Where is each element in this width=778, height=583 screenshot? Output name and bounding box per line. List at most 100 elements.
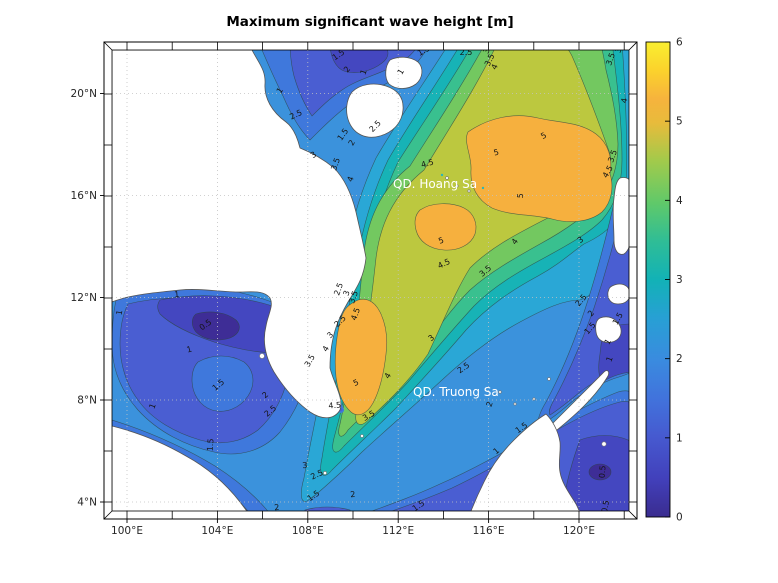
contour-label: 5 xyxy=(352,378,360,388)
contour-label: 2.5 xyxy=(332,282,345,297)
contour-label: 5 xyxy=(539,131,548,141)
x-tick-label: 120°E xyxy=(563,525,595,537)
frame-inner xyxy=(111,49,630,512)
map-frame xyxy=(100,41,638,523)
land-indochina-china xyxy=(112,50,367,419)
land-borneo xyxy=(470,413,580,511)
island-natuna xyxy=(323,471,327,475)
x-axis-tick-labels: 100°E 104°E 108°E 112°E 116°E 120°E xyxy=(111,525,595,537)
contour-label: 1 xyxy=(605,355,615,363)
frame-corner xyxy=(628,41,638,51)
contour-label: 3 xyxy=(576,235,585,245)
land-malay-peninsula xyxy=(112,425,248,511)
y-tick-label: 12°N xyxy=(71,292,97,304)
gulf-thailand-lens-1p5 xyxy=(191,355,254,412)
colorbar-tick-label: 3 xyxy=(676,274,683,286)
x-tick-label: 108°E xyxy=(292,525,324,537)
colorbar-tick-label: 4 xyxy=(676,195,683,207)
colorbar-ticks xyxy=(665,41,670,518)
contour-label: 4.5 xyxy=(420,158,435,170)
land-luzon xyxy=(612,177,629,255)
contour-label: 3 xyxy=(302,461,308,470)
contour-label: 4 xyxy=(490,63,500,71)
contour-label: 2 xyxy=(485,400,495,408)
place-label: QD. Hoang Sa xyxy=(393,177,477,191)
contour-label: 3 xyxy=(482,47,492,55)
frame-corner xyxy=(103,510,113,520)
contour-label: 3.5 xyxy=(329,157,342,172)
contour-label: 0.5 xyxy=(597,465,607,478)
contour-label: 3.5 xyxy=(606,149,619,164)
contour-label: 2 xyxy=(261,390,271,400)
contour-label: 3.5 xyxy=(604,52,617,67)
contour-label: 2 xyxy=(342,65,352,75)
island-paracel-2 xyxy=(455,184,459,188)
contour-label: 1 xyxy=(275,86,285,95)
contour-label: 5 xyxy=(437,236,445,246)
contour-label: 2.5 xyxy=(460,48,473,57)
contour-label: 1 xyxy=(174,290,180,299)
contour-label: 4 xyxy=(321,344,331,353)
x-tick-label: 116°E xyxy=(473,525,505,537)
land-hainan xyxy=(346,83,404,138)
land-panay xyxy=(595,316,622,343)
contour-label: 5 xyxy=(516,193,525,199)
colorbar-tick-label: 0 xyxy=(676,512,683,524)
contour-label: 2 xyxy=(347,138,357,147)
contour-label: 3 xyxy=(309,150,318,160)
contour-label: 3 xyxy=(427,333,437,343)
contour-label: 2 xyxy=(350,490,356,499)
island-con-dao xyxy=(360,434,364,438)
colorbar-tick-label: 6 xyxy=(676,37,683,49)
island-borneo-ne xyxy=(601,441,607,447)
tonkin-band-0p5 xyxy=(330,50,389,73)
reef-mark-3 xyxy=(481,186,485,190)
colorbar-tick-labels: 0 1 2 3 4 5 6 xyxy=(676,37,683,524)
contour-labels: 1.52 1 112.51.522.533.544.51.5 2.5 33.544.5 3… xyxy=(115,44,629,514)
island-paracel-3 xyxy=(467,189,471,193)
x-tick-label: 112°E xyxy=(382,525,414,537)
x-tick-label: 104°E xyxy=(201,525,233,537)
contour-label: 1.5 xyxy=(416,44,432,58)
contour-label: 4.5 xyxy=(349,307,362,322)
contour-core-south xyxy=(334,299,388,415)
contour-label: 4 xyxy=(383,371,393,380)
y-axis-tick-labels: 20°N 16°N 12°N 8°N 4°N xyxy=(71,88,97,509)
island-phu-quoc xyxy=(259,353,265,359)
contour-label: 1 xyxy=(603,337,613,346)
frame-corner xyxy=(103,41,113,51)
contour-label: 3 xyxy=(325,330,335,340)
island-paracel-1 xyxy=(445,176,449,180)
place-annotations: QD. Hoang Sa QD. Truong Sa xyxy=(393,177,499,399)
contour-label: 3 xyxy=(342,289,352,297)
reef-mark-2 xyxy=(440,173,444,177)
colorbar: 0 1 2 3 4 5 6 xyxy=(645,37,683,524)
contour-label: 2 xyxy=(274,503,280,512)
y-tick-label: 4°N xyxy=(77,497,97,509)
place-label: QD. Truong Sa xyxy=(413,385,499,399)
contour-label: 1 xyxy=(186,345,193,355)
chart-title: Maximum significant wave height [m] xyxy=(226,14,513,30)
contour-label: 1 xyxy=(115,309,125,316)
borneo-east-min-core xyxy=(588,463,612,481)
colorbar-tick-label: 5 xyxy=(676,116,683,128)
land-mindoro xyxy=(607,283,629,305)
colorbar-tick-label: 1 xyxy=(676,432,683,444)
contour-label: 1 xyxy=(148,402,158,410)
contour-label: 3.5 xyxy=(347,290,360,305)
reef-mark-1 xyxy=(388,168,392,172)
contour-label: 4 xyxy=(346,175,356,183)
contour-label: 1 xyxy=(359,68,369,76)
contour-label: 1.5 xyxy=(205,438,215,451)
contour-label: 5 xyxy=(493,148,500,158)
frame-corner xyxy=(628,510,638,520)
contour-label: 0.5 xyxy=(600,500,611,514)
contour-label: 3 xyxy=(614,46,624,54)
y-tick-label: 16°N xyxy=(71,190,97,202)
contour-label: 4.5 xyxy=(328,400,341,410)
contour-label: 4 xyxy=(510,237,520,246)
contour-label: 2 xyxy=(586,309,596,319)
island-spratly-1 xyxy=(498,390,502,394)
x-tick-label: 100°E xyxy=(111,525,143,537)
